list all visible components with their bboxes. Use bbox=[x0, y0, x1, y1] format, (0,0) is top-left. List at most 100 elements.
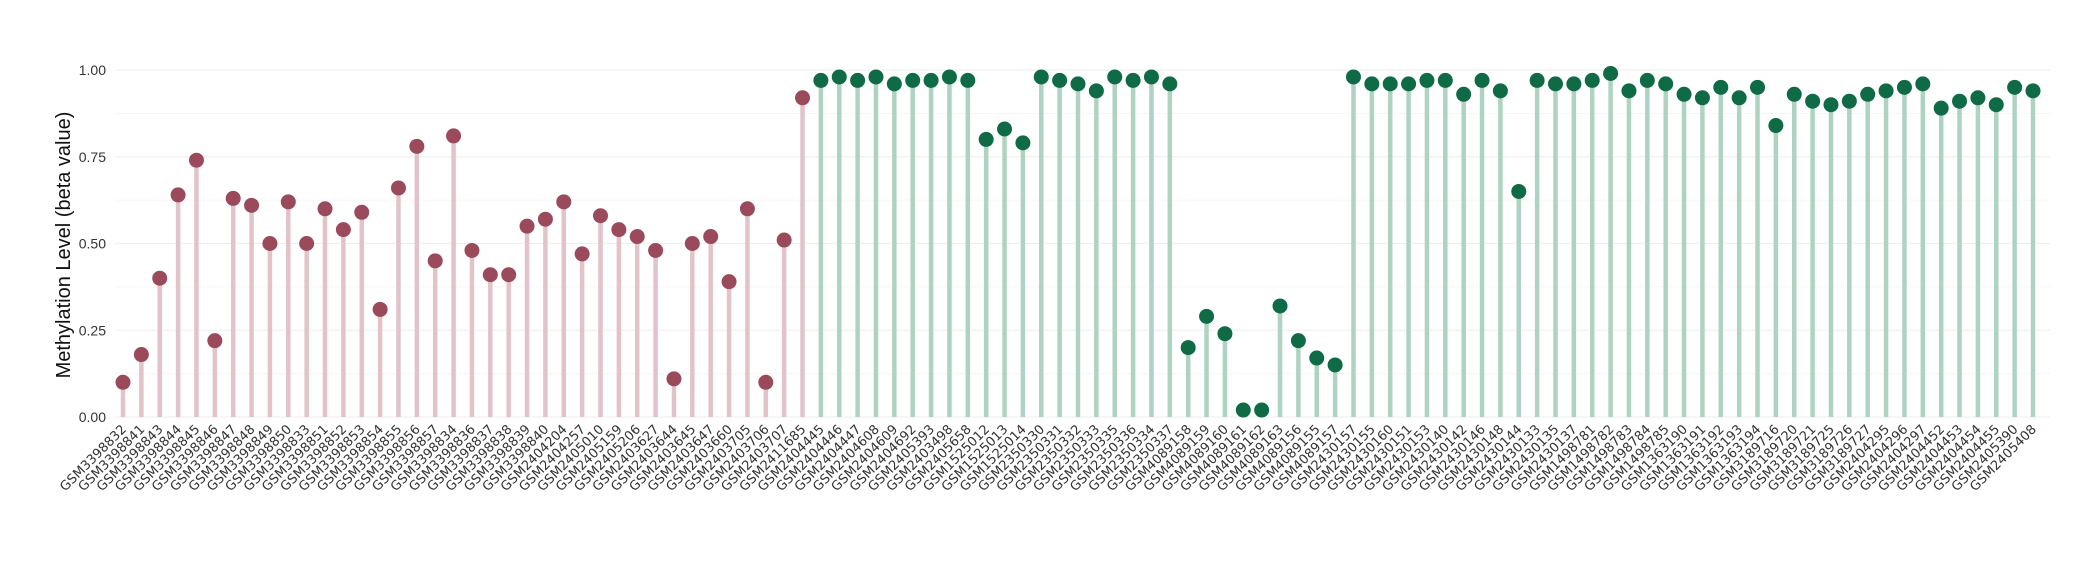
lollipop-point[interactable] bbox=[1437, 72, 1453, 88]
lollipop-point[interactable] bbox=[1088, 83, 1104, 99]
lollipop-point[interactable] bbox=[1584, 72, 1600, 88]
lollipop-point[interactable] bbox=[372, 301, 388, 317]
lollipop-point[interactable] bbox=[188, 152, 204, 168]
lollipop-point[interactable] bbox=[997, 121, 1013, 137]
lollipop-point[interactable] bbox=[1731, 90, 1747, 106]
lollipop-point[interactable] bbox=[133, 347, 149, 363]
lollipop-point[interactable] bbox=[1052, 72, 1068, 88]
lollipop-point[interactable] bbox=[1970, 90, 1986, 106]
lollipop-point[interactable] bbox=[1768, 118, 1784, 134]
lollipop-point[interactable] bbox=[1529, 72, 1545, 88]
lollipop-point[interactable] bbox=[1639, 72, 1655, 88]
lollipop-point[interactable] bbox=[1952, 93, 1968, 109]
lollipop-point[interactable] bbox=[795, 90, 811, 106]
lollipop-point[interactable] bbox=[519, 218, 535, 234]
lollipop-point[interactable] bbox=[1566, 76, 1582, 92]
lollipop-point[interactable] bbox=[886, 76, 902, 92]
lollipop-point[interactable] bbox=[703, 229, 719, 245]
lollipop-point[interactable] bbox=[207, 333, 223, 349]
lollipop-point[interactable] bbox=[1805, 93, 1821, 109]
lollipop-point[interactable] bbox=[1217, 326, 1233, 342]
lollipop-point[interactable] bbox=[1915, 76, 1931, 92]
lollipop-point[interactable] bbox=[648, 242, 664, 258]
lollipop-point[interactable] bbox=[152, 270, 168, 286]
lollipop-point[interactable] bbox=[574, 246, 590, 262]
lollipop-point[interactable] bbox=[1694, 90, 1710, 106]
lollipop-point[interactable] bbox=[2007, 79, 2023, 95]
lollipop-point[interactable] bbox=[739, 201, 755, 217]
lollipop-point[interactable] bbox=[482, 267, 498, 283]
lollipop-point[interactable] bbox=[1254, 402, 1270, 418]
lollipop-point[interactable] bbox=[1860, 86, 1876, 102]
lollipop-point[interactable] bbox=[1841, 93, 1857, 109]
lollipop-point[interactable] bbox=[1382, 76, 1398, 92]
lollipop-point[interactable] bbox=[758, 374, 774, 390]
lollipop-point[interactable] bbox=[1125, 72, 1141, 88]
lollipop-point[interactable] bbox=[1621, 83, 1637, 99]
lollipop-point[interactable] bbox=[666, 371, 682, 387]
lollipop-point[interactable] bbox=[941, 69, 957, 85]
lollipop-point[interactable] bbox=[299, 236, 315, 251]
lollipop-point[interactable] bbox=[1548, 76, 1563, 92]
lollipop-point[interactable] bbox=[1290, 333, 1306, 349]
lollipop-point[interactable] bbox=[868, 69, 884, 85]
lollipop-point[interactable] bbox=[317, 201, 333, 217]
lollipop-point[interactable] bbox=[1658, 76, 1674, 92]
lollipop-point[interactable] bbox=[1474, 72, 1490, 88]
lollipop-point[interactable] bbox=[2025, 83, 2041, 99]
lollipop-point[interactable] bbox=[611, 222, 627, 238]
lollipop-point[interactable] bbox=[244, 197, 260, 213]
lollipop-point[interactable] bbox=[556, 194, 572, 210]
lollipop-point[interactable] bbox=[1180, 340, 1196, 356]
lollipop-point[interactable] bbox=[1309, 350, 1325, 366]
lollipop-point[interactable] bbox=[1272, 298, 1288, 314]
lollipop-point[interactable] bbox=[1401, 76, 1417, 92]
lollipop-point[interactable] bbox=[1456, 86, 1472, 102]
lollipop-point[interactable] bbox=[831, 69, 847, 85]
lollipop-point[interactable] bbox=[390, 180, 406, 196]
lollipop-point[interactable] bbox=[1033, 69, 1049, 85]
lollipop-point[interactable] bbox=[1896, 79, 1912, 95]
lollipop-point[interactable] bbox=[850, 72, 866, 88]
lollipop-point[interactable] bbox=[464, 242, 480, 258]
lollipop-point[interactable] bbox=[280, 194, 296, 210]
lollipop-point[interactable] bbox=[537, 211, 553, 227]
lollipop-point[interactable] bbox=[1823, 97, 1839, 113]
lollipop-point[interactable] bbox=[1676, 86, 1692, 102]
lollipop-point[interactable] bbox=[1199, 308, 1215, 324]
lollipop-point[interactable] bbox=[115, 374, 131, 390]
lollipop-point[interactable] bbox=[446, 128, 462, 144]
lollipop-point[interactable] bbox=[354, 204, 370, 220]
lollipop-point[interactable] bbox=[1327, 357, 1343, 373]
lollipop-point[interactable] bbox=[1713, 79, 1729, 95]
lollipop-point[interactable] bbox=[409, 138, 425, 154]
lollipop-point[interactable] bbox=[262, 236, 278, 251]
lollipop-point[interactable] bbox=[978, 131, 994, 147]
lollipop-point[interactable] bbox=[225, 190, 241, 206]
lollipop-point[interactable] bbox=[1786, 86, 1802, 102]
lollipop-point[interactable] bbox=[1511, 183, 1527, 199]
lollipop-point[interactable] bbox=[1070, 76, 1086, 92]
lollipop-point[interactable] bbox=[501, 267, 517, 283]
lollipop-point[interactable] bbox=[923, 72, 939, 88]
lollipop-point[interactable] bbox=[629, 229, 645, 245]
lollipop-point[interactable] bbox=[1878, 83, 1894, 99]
lollipop-point[interactable] bbox=[1419, 72, 1435, 88]
lollipop-point[interactable] bbox=[960, 72, 976, 88]
lollipop-point[interactable] bbox=[776, 232, 792, 248]
lollipop-point[interactable] bbox=[1015, 135, 1031, 151]
lollipop-point[interactable] bbox=[1750, 79, 1766, 95]
lollipop-point[interactable] bbox=[170, 187, 186, 203]
lollipop-point[interactable] bbox=[593, 208, 608, 224]
lollipop-point[interactable] bbox=[1162, 76, 1178, 92]
lollipop-point[interactable] bbox=[1933, 100, 1949, 116]
lollipop-point[interactable] bbox=[1107, 69, 1123, 85]
lollipop-point[interactable] bbox=[1603, 65, 1619, 81]
lollipop-point[interactable] bbox=[1143, 69, 1159, 85]
lollipop-point[interactable] bbox=[721, 274, 737, 290]
lollipop-point[interactable] bbox=[1364, 76, 1380, 92]
lollipop-point[interactable] bbox=[684, 236, 700, 251]
lollipop-point[interactable] bbox=[335, 222, 351, 238]
lollipop-point[interactable] bbox=[1988, 97, 2004, 113]
lollipop-point[interactable] bbox=[813, 72, 829, 88]
